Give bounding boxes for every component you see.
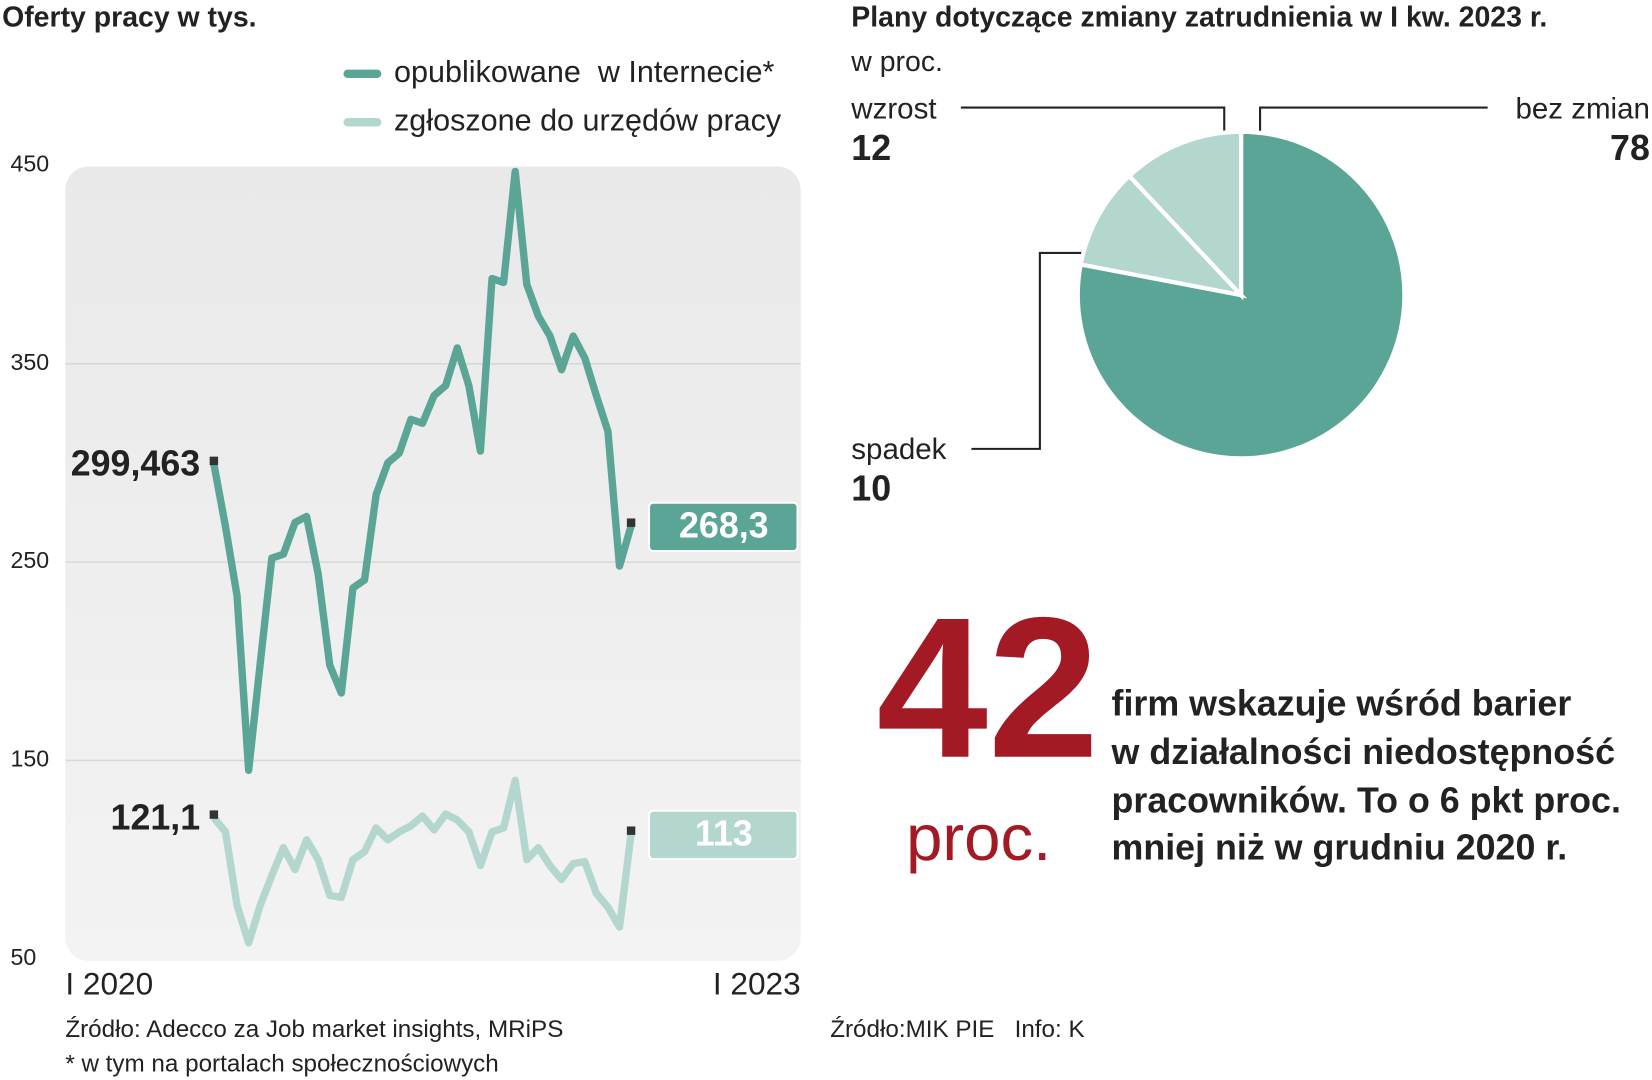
- y-tick-label: 150: [11, 746, 50, 772]
- stat-number: 42: [877, 577, 1100, 800]
- pie-value: 12: [851, 128, 891, 168]
- y-tick-label: 450: [11, 151, 50, 177]
- legend-label: zgłoszone do urzędów pracy: [394, 103, 782, 137]
- note: * w tym na portalach społecznościowych: [65, 1051, 498, 1078]
- pie-label: spadek: [851, 433, 946, 466]
- leader-lines: [960, 106, 1488, 450]
- stat-unit: proc.: [906, 801, 1051, 874]
- x-tick-label: I 2020: [65, 966, 153, 1002]
- stat-text: w działalności niedostępność: [1111, 732, 1615, 772]
- pie-slice: [1075, 129, 1407, 461]
- pie-slice: [1078, 173, 1248, 299]
- value-label: 299,463: [71, 444, 200, 484]
- source: Źródło: Adecco za Job market insights, M…: [65, 1016, 563, 1043]
- end-marker: [626, 518, 636, 527]
- series-line: [211, 776, 635, 947]
- end-marker: [209, 456, 219, 466]
- stat-text: pracowników. To o 6 pkt proc.: [1112, 780, 1621, 820]
- y-tick-label: 250: [11, 547, 50, 573]
- end-marker: [626, 826, 636, 835]
- value-label: 113: [695, 813, 753, 853]
- pie-title: Plany dotyczące zmiany zatrudnienia w I …: [851, 2, 1547, 34]
- line-title: Oferty pracy w tys.: [2, 2, 256, 34]
- stat-text: mniej niż w grudniu 2020 r.: [1112, 828, 1568, 868]
- y-tick-label: 350: [11, 349, 50, 375]
- pie-subtitle: w proc.: [850, 46, 943, 78]
- x-tick-label: I 2023: [713, 966, 801, 1002]
- y-tick-label: 50: [11, 944, 37, 970]
- value-label: 121,1: [111, 797, 201, 837]
- legend-label: opublikowane w Internecie*: [394, 55, 774, 89]
- value-box: [647, 501, 799, 553]
- pie-slice: [1126, 129, 1244, 301]
- pie-label: wzrost: [850, 92, 936, 125]
- series-line: [210, 167, 635, 775]
- source: Źródło:MIK PIE Info: K: [830, 1016, 1084, 1043]
- pie-label: bez zmian: [1515, 92, 1649, 125]
- end-marker: [209, 810, 219, 819]
- value-label: 268,3: [679, 505, 769, 545]
- pie-value: 10: [851, 468, 891, 508]
- stat-text: firm wskazuje wśród barier: [1112, 683, 1572, 723]
- pie-value: 78: [1610, 128, 1650, 168]
- value-box: [647, 809, 799, 861]
